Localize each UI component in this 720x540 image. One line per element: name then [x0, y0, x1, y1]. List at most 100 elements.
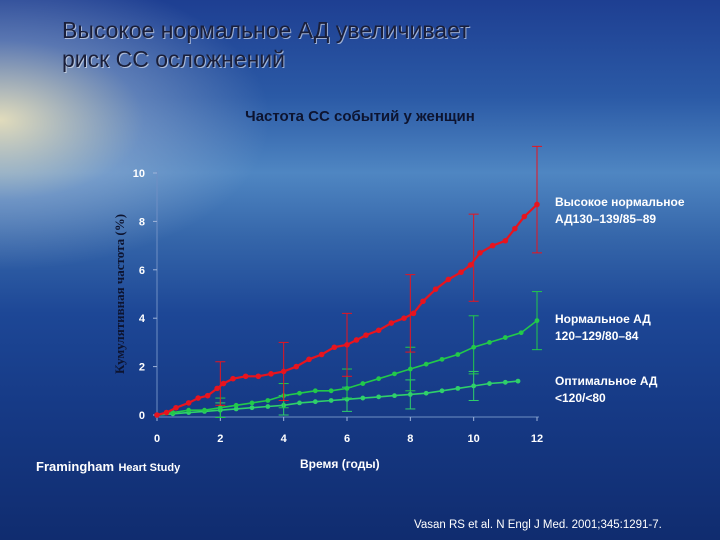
legend-normal-line-1: Нормальное АД — [555, 312, 651, 326]
data-point-optimal — [360, 395, 366, 401]
data-point-high-normal — [432, 286, 439, 292]
data-point-normal — [217, 405, 223, 411]
data-point-high-normal — [458, 269, 464, 276]
data-point-optimal — [312, 399, 318, 405]
data-point-high-normal — [331, 344, 338, 351]
y-tick-label: 10 — [133, 168, 145, 180]
y-tick-label: 2 — [139, 362, 145, 374]
y-axis-label: Кумулятивная частота (%) — [112, 214, 127, 374]
data-point-optimal — [439, 388, 445, 394]
data-point-high-normal — [242, 373, 249, 380]
data-point-normal — [360, 381, 366, 386]
legend-high-normal-line-1: Высокое нормальное — [555, 195, 685, 209]
data-point-optimal — [502, 379, 508, 385]
data-point-optimal — [471, 383, 477, 389]
data-point-high-normal — [410, 310, 417, 317]
study-label: Framingham Heart Study — [36, 458, 180, 476]
data-point-optimal — [455, 385, 461, 391]
x-axis-label: Время (годы) — [300, 457, 380, 471]
x-tick-label: 0 — [154, 433, 160, 445]
data-point-high-normal — [363, 332, 369, 338]
data-point-normal — [233, 402, 239, 408]
data-point-high-normal — [521, 213, 528, 220]
x-tick-label: 4 — [281, 433, 288, 445]
data-point-normal — [439, 356, 445, 362]
series-line-optimal — [156, 380, 519, 416]
data-point-normal — [518, 330, 524, 336]
data-point-high-normal — [195, 395, 201, 401]
legend-entry-normal: Нормальное АД 120–129/80–84 — [555, 311, 720, 345]
study-suffix: Heart Study — [118, 462, 181, 474]
data-point-high-normal — [173, 404, 179, 411]
citation: Vasan RS et al. N Engl J Med. 2001;345:1… — [414, 519, 662, 531]
x-tick-label: 6 — [344, 433, 350, 445]
data-point-high-normal — [293, 363, 300, 370]
x-tick-label: 12 — [531, 433, 543, 445]
data-point-high-normal — [375, 327, 382, 334]
data-point-optimal — [265, 404, 271, 409]
data-point-high-normal — [255, 373, 262, 380]
data-point-normal — [297, 390, 302, 396]
legend-optimal-line-2: <120/<80 — [555, 391, 606, 405]
data-point-optimal — [515, 378, 521, 384]
legend-high-normal-line-2: АД130–139/85–89 — [555, 212, 657, 226]
y-tick-label: 8 — [139, 216, 145, 228]
legend-normal-line-2: 120–129/80–84 — [555, 329, 639, 343]
data-point-normal — [328, 388, 334, 394]
slide-title-line-1: Высокое нормальное АД увеличивает — [62, 17, 470, 43]
data-point-optimal — [233, 406, 239, 412]
x-tick-label: 2 — [217, 433, 223, 445]
data-point-high-normal — [502, 237, 509, 244]
data-point-high-normal — [467, 262, 474, 268]
chart-title: Частота СС событий у женщин — [245, 108, 475, 125]
data-point-high-normal — [306, 356, 312, 363]
data-point-high-normal — [268, 371, 274, 377]
data-point-normal — [534, 318, 540, 324]
data-point-high-normal — [477, 250, 483, 256]
data-point-normal — [407, 366, 413, 372]
data-point-optimal — [376, 394, 382, 400]
data-point-high-normal — [280, 368, 287, 375]
data-point-normal — [170, 410, 176, 415]
data-point-normal — [312, 388, 318, 394]
data-point-normal — [392, 371, 397, 377]
data-point-high-normal — [185, 400, 192, 406]
data-point-high-normal — [489, 242, 496, 249]
data-point-optimal — [487, 381, 492, 386]
data-point-high-normal — [534, 201, 540, 208]
data-point-high-normal — [220, 380, 227, 387]
data-point-high-normal — [401, 315, 407, 322]
y-tick-label: 4 — [139, 313, 146, 325]
y-tick-label: 6 — [139, 265, 145, 277]
data-point-normal — [502, 335, 508, 340]
data-point-high-normal — [318, 351, 325, 358]
data-point-normal — [186, 407, 192, 413]
legend-entry-optimal: Оптимальное АД <120/<80 — [555, 373, 720, 407]
data-point-high-normal — [388, 320, 395, 326]
data-point-normal — [376, 376, 382, 382]
x-tick-label: 8 — [407, 433, 413, 445]
data-point-high-normal — [512, 225, 518, 232]
data-point-optimal — [423, 390, 429, 396]
data-point-normal — [423, 361, 429, 367]
data-point-high-normal — [230, 375, 236, 382]
data-point-high-normal — [353, 337, 360, 343]
slide-title-line-2: риск СС осложнений — [62, 46, 285, 72]
x-tick-label: 10 — [468, 433, 480, 445]
data-point-normal — [265, 398, 271, 403]
data-point-optimal — [328, 398, 334, 403]
data-point-optimal — [392, 393, 397, 399]
data-point-normal — [249, 400, 255, 406]
slide-title: Высокое нормальное АД увеличивает риск С… — [62, 16, 622, 74]
legend-optimal-line-1: Оптимальное АД — [555, 374, 658, 388]
legend-entry-high-normal: Высокое нормальное АД130–139/85–89 — [555, 194, 720, 228]
data-point-normal — [344, 385, 350, 391]
data-point-high-normal — [204, 392, 211, 399]
data-point-high-normal — [154, 412, 160, 418]
data-point-optimal — [407, 392, 413, 397]
data-point-normal — [455, 352, 461, 357]
study-name: Framingham — [36, 459, 115, 474]
data-point-high-normal — [445, 276, 452, 283]
data-point-high-normal — [420, 298, 426, 305]
